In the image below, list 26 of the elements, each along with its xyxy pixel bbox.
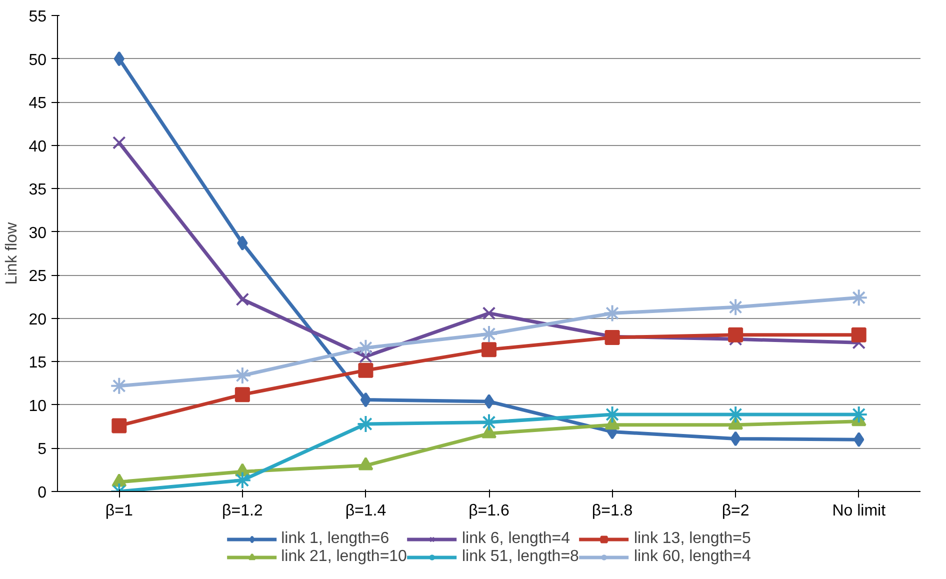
y-tick-label: 0 — [38, 484, 47, 502]
legend-label: link 21, length=10 — [281, 548, 407, 566]
legend-label: link 13, length=5 — [634, 530, 751, 548]
y-tick-label: 55 — [28, 8, 47, 26]
x-tick-label: β=1.6 — [468, 502, 510, 520]
y-tick-label: 15 — [28, 354, 47, 372]
y-axis-title: Link flow — [4, 222, 21, 285]
y-tick-label: 50 — [28, 52, 47, 69]
y-tick-label: 25 — [28, 268, 47, 286]
y-tick-label: 45 — [28, 95, 47, 112]
y-tick-label: 35 — [28, 182, 47, 199]
y-tick-label: 10 — [28, 398, 47, 415]
x-tick-label: β=1.4 — [345, 502, 386, 520]
legend-label: link 6, length=4 — [462, 530, 570, 548]
legend-label: link 51, length=8 — [462, 548, 579, 566]
y-tick-label: 30 — [28, 224, 47, 242]
x-tick-label: β=1.2 — [222, 502, 263, 520]
y-tick-label: 40 — [28, 138, 47, 156]
legend-label: link 60, length=4 — [634, 548, 751, 566]
x-tick-label: β=1.8 — [592, 502, 633, 520]
legend-label: link 1, length=6 — [281, 530, 390, 548]
x-tick-label: β=1 — [105, 502, 133, 520]
x-tick-label: No limit — [832, 502, 886, 520]
y-tick-label: 20 — [28, 311, 47, 328]
x-tick-label: β=2 — [722, 502, 750, 520]
y-tick-label: 5 — [38, 441, 47, 458]
